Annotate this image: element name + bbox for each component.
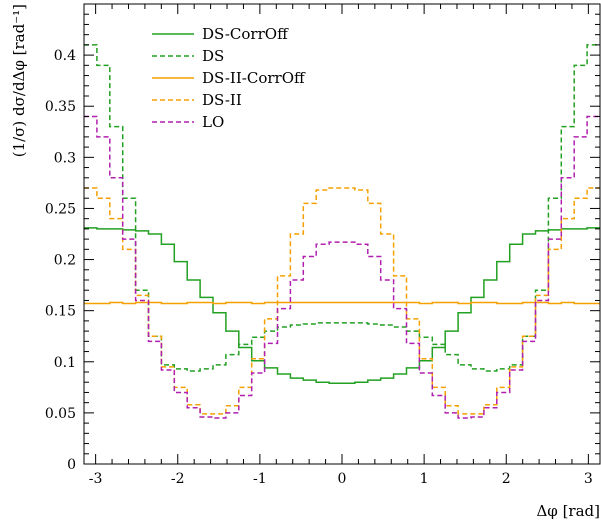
y-tick-label: 0.15	[45, 304, 76, 320]
legend: DS-CorrOff DS DS-II-CorrOff DS-II LO	[152, 25, 306, 131]
series-line-ds-corroff	[84, 227, 600, 384]
x-tick-label: -2	[171, 471, 185, 487]
y-axis-label: (1/σ) dσ/dΔφ [rad⁻¹]	[10, 4, 28, 157]
y-tick-label: 0.1	[54, 355, 76, 371]
y-tick-label: 0.05	[45, 406, 76, 422]
x-axis-label: Δφ [rad]	[536, 502, 600, 520]
series-line-ds	[84, 44, 600, 372]
x-tick-label: 2	[502, 471, 511, 487]
series-layer	[84, 44, 600, 419]
tick-labels-layer: -3 -2 -1 0 1 2 3 0 0.05 0.1 0.15 0.2 0.25 0.3 0.35 0.4	[45, 48, 593, 487]
legend-label: DS	[202, 47, 224, 65]
y-tick-label: 0.3	[54, 150, 76, 166]
series-line-lo	[84, 115, 600, 419]
legend-label: DS-II	[202, 91, 242, 109]
x-tick-label: -3	[89, 471, 103, 487]
x-tick-label: -1	[253, 471, 267, 487]
ticks-layer	[84, 4, 600, 465]
y-tick-label: 0.25	[45, 201, 76, 217]
y-tick-label: 0	[67, 457, 76, 473]
series-line-ds-ii-corroff	[84, 301, 600, 305]
x-tick-label: 0	[338, 471, 347, 487]
legend-label: DS-II-CorrOff	[202, 69, 306, 87]
legend-label: DS-CorrOff	[202, 25, 289, 43]
y-tick-label: 0.35	[45, 99, 76, 115]
x-tick-label: 1	[420, 471, 429, 487]
series-line-ds-ii	[84, 187, 600, 415]
legend-label: LO	[202, 113, 224, 131]
y-tick-label: 0.4	[54, 48, 76, 64]
x-tick-label: 3	[584, 471, 593, 487]
y-tick-label: 0.2	[54, 253, 76, 269]
